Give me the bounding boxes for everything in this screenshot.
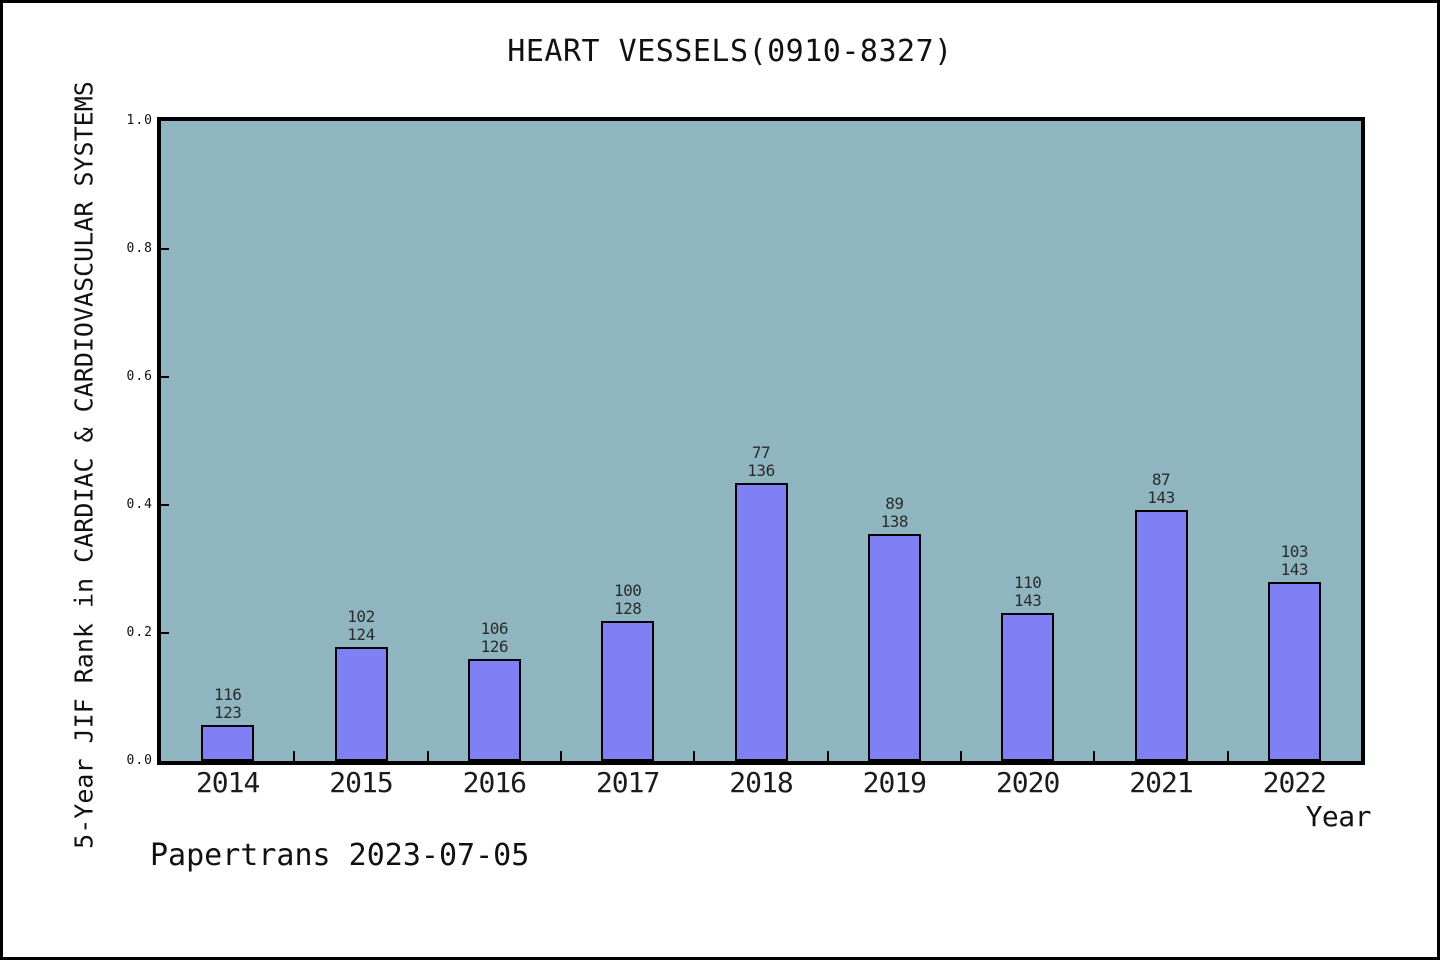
bar-rank-value: 87 [1151,470,1171,489]
bar-total-value: 143 [1147,488,1175,507]
x-axis-tick [960,751,962,761]
bar-rank-value: 89 [885,494,904,513]
x-tick-label-2020: 2020 [995,766,1060,799]
x-axis-tick [560,751,562,761]
y-axis-tick [161,376,169,378]
bar-2014 [201,725,255,761]
bar-2017 [601,621,655,761]
bar-rank-value: 116 [213,685,242,704]
y-axis-label: 5-Year JIF Rank in CARDIAC & CARDIOVASCU… [69,81,99,849]
bar-2016 [467,659,521,761]
y-axis-tick [161,632,169,634]
y-tick-label-0.8: 0.8 [126,241,153,256]
bar-rank-value: 110 [1013,573,1042,592]
x-tick-label-2014: 2014 [195,766,260,799]
bar-total-value: 123 [213,703,242,722]
x-tick-label-2017: 2017 [595,766,660,799]
bar-total-value: 138 [880,512,909,531]
bar-total-value: 126 [480,637,509,656]
x-tick-label-2016: 2016 [462,766,527,799]
bar-value-label-2022: 103 143 [1239,543,1349,579]
bar-value-label-2016: 106 126 [439,620,549,656]
x-axis-tick [1093,751,1096,761]
x-tick-label-2018: 2018 [729,766,793,799]
x-tick-label-2015: 2015 [329,766,393,799]
y-axis-tick [161,248,169,250]
bar-value-label-2020: 110 143 [973,574,1083,610]
bar-2019 [867,534,921,761]
x-axis-tick [1226,751,1229,761]
x-axis-tick [826,751,829,761]
y-tick-label-0.6: 0.6 [126,369,153,384]
x-tick-label-2022: 2022 [1262,766,1327,799]
bar-value-label-2019: 89 138 [839,495,949,531]
bar-total-value: 143 [1280,560,1309,579]
bar-2015 [334,647,388,761]
y-tick-label-0.4: 0.4 [126,497,153,512]
y-tick-label-1.0: 1.0 [126,113,153,128]
bar-total-value: 124 [347,625,375,644]
bar-rank-value: 106 [480,619,509,638]
watermark-text: Papertrans 2023-07-05 [150,838,530,873]
x-tick-label-2019: 2019 [862,766,927,799]
bar-total-value: 136 [747,461,775,480]
bar-total-value: 143 [1013,591,1042,610]
bar-2018 [734,483,788,761]
chart-title: HEART VESSELS(0910-8327) [507,34,953,69]
plot-area: 116 123 102 124 106 126 100 128 77 136 89 138 110 143… [157,117,1365,765]
bar-value-label-2018: 77 136 [706,444,816,480]
bar-2021 [1134,510,1188,761]
x-axis-label: Year [1305,800,1372,833]
bar-rank-value: 102 [347,607,375,626]
y-axis-tick [161,504,169,506]
bar-rank-value: 77 [751,443,771,462]
x-tick-label-2021: 2021 [1129,766,1193,799]
bar-value-label-2015: 102 124 [306,608,416,644]
x-axis-tick [693,751,696,761]
y-tick-label-0.0: 0.0 [126,753,153,768]
x-axis-tick [426,751,429,761]
bar-value-label-2021: 87 143 [1106,471,1216,507]
bar-2020 [1001,613,1055,761]
bar-rank-value: 103 [1280,542,1309,561]
x-axis-tick [293,751,296,761]
bar-total-value: 128 [613,599,642,618]
bar-rank-value: 100 [613,581,642,600]
bar-value-label-2014: 116 123 [173,686,283,722]
y-tick-label-0.2: 0.2 [126,625,153,640]
bar-value-label-2017: 100 128 [573,582,683,618]
bar-2022 [1267,582,1321,761]
